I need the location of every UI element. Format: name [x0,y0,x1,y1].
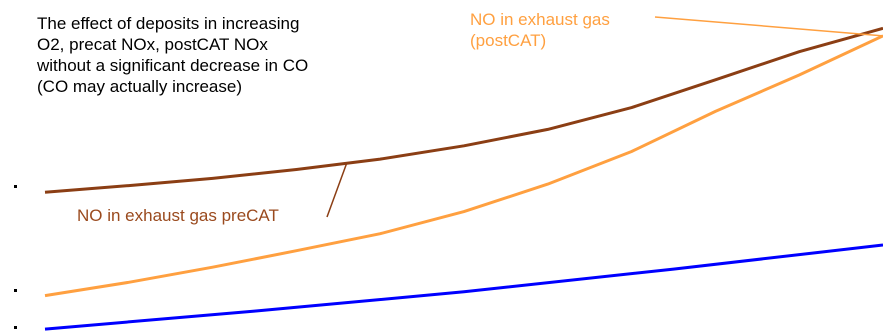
series-label-precat: NO in exhaust gas preCAT [77,205,279,226]
series-line-nox-precat [44,26,883,194]
y-axis-tick-mark [14,326,17,329]
annotation-line-1: The effect of deposits in increasing [37,14,300,33]
series-label-precat-text: NO in exhaust gas preCAT [77,206,279,225]
series-label-postcat-line-2: (postCAT) [470,31,547,50]
annotation-line-4: (CO may actually increase) [37,77,243,96]
leader-line-postcat [654,16,883,37]
y-axis-tick-mark [14,185,17,188]
leader-line-precat [326,163,348,218]
series-line-nox-postcat [44,34,883,298]
chart-annotation: The effect of deposits in increasing O2,… [37,13,397,97]
series-label-postcat: NO in exhaust gas (postCAT) [470,9,610,51]
series-line-co [44,243,883,331]
annotation-line-3: without a significant decrease in CO [37,56,309,75]
y-axis-tick-mark [14,289,17,292]
annotation-line-2: O2, precat NOx, postCAT NOx [37,35,268,54]
series-label-postcat-line-1: NO in exhaust gas [470,10,610,29]
